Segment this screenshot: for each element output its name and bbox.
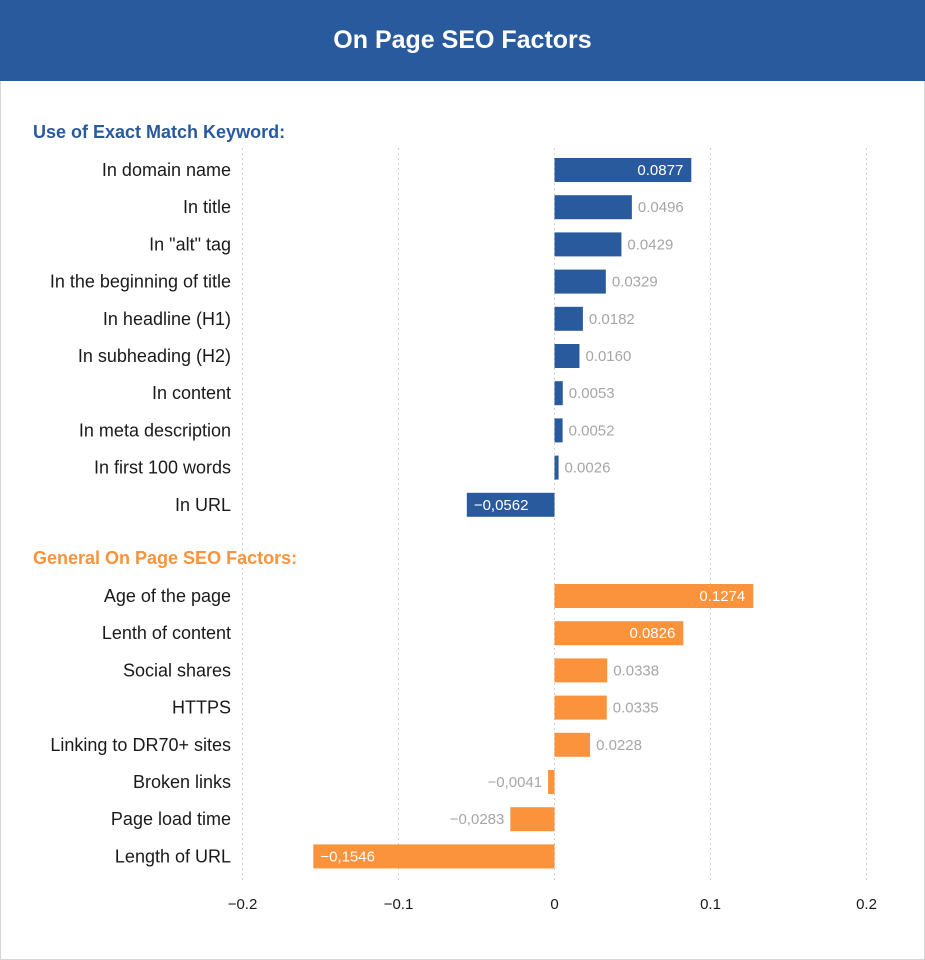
labels-layer: Use of Exact Match Keyword: In domain nam… [33, 122, 745, 866]
value-label: −0,1546 [320, 848, 375, 865]
category-label: In "alt" tag [149, 234, 231, 254]
value-label: 0.0329 [612, 274, 658, 291]
bar [554, 232, 622, 257]
category-label: Age of the page [104, 586, 231, 606]
value-label: 0.0496 [638, 199, 684, 216]
category-label: In meta description [79, 420, 231, 440]
bar [313, 844, 555, 869]
x-axis: −0.2 −0.1 0 0.1 0.2 [228, 896, 877, 913]
value-label: 0.0026 [565, 460, 611, 477]
bar [554, 584, 754, 608]
x-tick-label: 0 [550, 896, 558, 913]
x-tick-label: −0.2 [228, 896, 258, 913]
section-title: Use of Exact Match Keyword: [33, 122, 285, 142]
bar [554, 269, 606, 294]
chart-title: On Page SEO Factors [333, 26, 592, 54]
category-label: In first 100 words [94, 458, 231, 478]
bar [554, 732, 591, 757]
value-label: 0.0053 [569, 385, 615, 402]
bar [554, 418, 563, 443]
value-label: 0.0052 [569, 422, 615, 439]
category-label: Length of URL [115, 846, 231, 866]
bars-layer [313, 158, 754, 869]
category-label: Page load time [111, 809, 231, 829]
bar [548, 770, 555, 794]
x-tick-label: 0.2 [856, 896, 877, 913]
bar [466, 492, 555, 517]
bar [554, 658, 608, 683]
category-label: Lenth of content [102, 623, 231, 643]
value-label: 0.0182 [589, 311, 635, 328]
chart-header: On Page SEO Factors [0, 0, 925, 81]
value-label: −0,0041 [487, 774, 542, 791]
category-label: In content [152, 383, 231, 403]
section-title: General On Page SEO Factors: [33, 548, 297, 568]
category-label: In title [183, 197, 231, 217]
value-label: 0.0826 [629, 625, 675, 642]
value-label: 0.0877 [637, 162, 683, 179]
value-label: 0.0335 [613, 700, 659, 717]
category-label: In subheading (H2) [78, 346, 231, 366]
value-label: 0.1274 [699, 588, 745, 605]
value-label: 0.0160 [585, 348, 631, 365]
bar [554, 381, 563, 406]
bar [554, 344, 580, 368]
bar [510, 807, 555, 832]
bar [554, 195, 632, 220]
category-label: Linking to DR70+ sites [50, 735, 231, 755]
category-label: In the beginning of title [50, 272, 231, 292]
bar [554, 306, 583, 331]
bar [554, 695, 607, 720]
category-label: In domain name [102, 160, 231, 180]
bar [554, 621, 684, 646]
category-label: Broken links [133, 772, 231, 792]
category-label: HTTPS [172, 698, 231, 718]
value-label: 0.0228 [596, 737, 642, 754]
value-label: 0.0429 [627, 236, 673, 253]
category-label: In headline (H1) [103, 309, 231, 329]
category-label: Social shares [123, 660, 231, 680]
value-label: −0,0562 [474, 497, 529, 514]
category-label: In URL [175, 495, 231, 515]
x-tick-label: 0.1 [700, 896, 721, 913]
bar [554, 158, 692, 182]
x-tick-label: −0.1 [384, 896, 414, 913]
value-label: −0,0283 [450, 811, 505, 828]
value-label: 0.0338 [613, 662, 659, 679]
bar [554, 455, 559, 480]
